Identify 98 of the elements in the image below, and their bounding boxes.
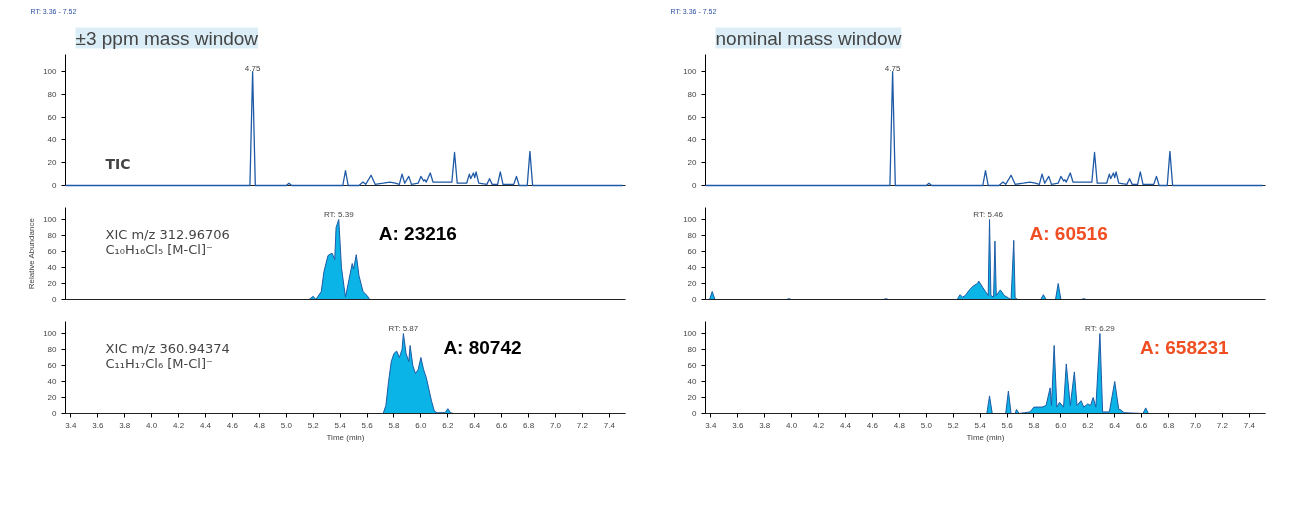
x-tick-label: 4.6 (866, 420, 879, 430)
chart-title: nominal mass window (715, 27, 902, 49)
x-tick-label: 5.4 (974, 420, 987, 430)
x-tick-label: 7.0 (1189, 420, 1202, 430)
x-tick-label: 6.6 (496, 420, 508, 430)
x-tick-label: 3.6 (92, 420, 104, 430)
y-tick-label: 80 (687, 231, 698, 240)
y-tick-label: 80 (47, 231, 58, 240)
x-tick-label: 7.0 (549, 420, 562, 430)
x-tick-label: 5.4 (334, 420, 347, 430)
x-tick-label: 3.4 (705, 420, 717, 430)
y-tick-label: 80 (687, 345, 698, 354)
annotation: A: 23216 (378, 222, 457, 244)
annotation: RT: 5.39 (323, 209, 355, 219)
y-axis-title: Relative Abundance (27, 217, 37, 290)
x-tick-label: 4.8 (893, 420, 906, 430)
y-tick-label: 80 (47, 345, 58, 354)
x-axis-title: Time (min) (326, 432, 365, 442)
y-tick-label: 0 (52, 409, 58, 418)
y-tick-label: 0 (52, 295, 58, 304)
annotation: A: 60516 (1029, 222, 1108, 244)
y-tick-label: 0 (692, 409, 698, 418)
x-tick-label: 4.0 (146, 420, 158, 430)
x-tick-label: 6.2 (1082, 420, 1094, 430)
y-tick-label: 0 (52, 181, 58, 190)
y-tick-label: 100 (43, 67, 58, 77)
y-tick-label: 20 (687, 279, 698, 288)
y-tick-label: 100 (43, 329, 58, 338)
x-tick-label: 6.0 (415, 420, 427, 430)
y-tick-label: 60 (47, 361, 58, 370)
x-tick-label: 7.4 (1243, 420, 1256, 430)
x-tick-label: 4.4 (199, 420, 212, 430)
y-tick-label: 100 (683, 215, 698, 224)
x-tick-label: 6.6 (1136, 420, 1148, 430)
x-tick-label: 6.2 (442, 420, 454, 430)
y-tick-label: 20 (687, 393, 698, 402)
y-tick-label: 20 (687, 158, 698, 168)
x-tick-label: 4.2 (813, 420, 825, 430)
x-tick-label: 4.4 (839, 420, 852, 430)
x-tick-label: 5.6 (1001, 420, 1014, 430)
y-tick-label: 80 (687, 89, 698, 99)
y-tick-label: 40 (47, 377, 58, 386)
x-tick-label: 4.8 (253, 420, 266, 430)
x-tick-label: 3.8 (119, 420, 131, 430)
x-tick-label: 4.6 (226, 420, 239, 430)
y-tick-label: 20 (47, 279, 58, 288)
x-tick-label: 5.0 (280, 420, 293, 430)
x-tick-label: 3.8 (759, 420, 771, 430)
y-tick-label: 40 (687, 263, 698, 272)
y-tick-label: 60 (687, 247, 698, 256)
annotation: A: 658231 (1139, 336, 1230, 358)
y-tick-label: 0 (692, 295, 698, 304)
x-axis-title: Time (min) (966, 432, 1005, 442)
x-tick-label: 3.6 (732, 420, 744, 430)
x-tick-label: 5.0 (920, 420, 933, 430)
x-tick-label: 6.8 (523, 420, 535, 430)
annotation: C₁₀H₁₆Cl₅ [M-Cl]⁻ (105, 242, 213, 258)
x-tick-label: 6.4 (469, 420, 481, 430)
x-tick-label: 5.8 (1028, 420, 1041, 430)
y-tick-label: 20 (47, 393, 58, 402)
annotation: C₁₁H₁₇Cl₆ [M-Cl]⁻ (105, 356, 213, 372)
x-tick-label: 6.0 (1055, 420, 1067, 430)
chart-title: ±3 ppm mass window (75, 27, 259, 49)
x-tick-label: 5.2 (947, 420, 960, 430)
y-tick-label: 100 (683, 67, 698, 77)
x-tick-label: 6.4 (1109, 420, 1121, 430)
y-tick-label: 60 (687, 361, 698, 370)
x-tick-label: 4.2 (173, 420, 185, 430)
x-tick-label: 7.2 (1216, 420, 1229, 430)
y-tick-label: 100 (43, 215, 58, 224)
x-tick-label: 7.4 (603, 420, 616, 430)
y-tick-label: 40 (47, 135, 58, 145)
x-tick-label: 5.8 (388, 420, 401, 430)
x-tick-label: 5.2 (307, 420, 320, 430)
y-tick-label: 100 (683, 329, 698, 338)
x-tick-label: 6.8 (1163, 420, 1175, 430)
y-tick-label: 60 (47, 247, 58, 256)
annotation: XIC m/z 360.94374 (105, 341, 230, 357)
x-tick-label: 4.0 (786, 420, 798, 430)
x-tick-label: 3.4 (65, 420, 77, 430)
annotation: A: 80742 (443, 336, 522, 358)
annotation: XIC m/z 312.96706 (105, 227, 230, 243)
annotation: RT: 5.46 (973, 209, 1004, 219)
x-tick-label: 7.2 (576, 420, 589, 430)
y-tick-label: 60 (47, 112, 58, 122)
y-tick-label: 20 (47, 158, 58, 168)
annotation: 4.75 (244, 63, 261, 73)
annotation: TIC (105, 156, 131, 173)
y-tick-label: 0 (692, 181, 698, 190)
y-tick-label: 40 (687, 135, 698, 145)
annotation: RT: 6.29 (1085, 323, 1116, 333)
x-tick-label: 5.6 (361, 420, 374, 430)
y-tick-label: 40 (47, 263, 58, 272)
annotation: 4.75 (884, 63, 901, 73)
y-tick-label: 60 (687, 112, 698, 122)
annotation: RT: 5.87 (388, 323, 419, 333)
y-tick-label: 80 (47, 89, 58, 99)
y-tick-label: 40 (687, 377, 698, 386)
